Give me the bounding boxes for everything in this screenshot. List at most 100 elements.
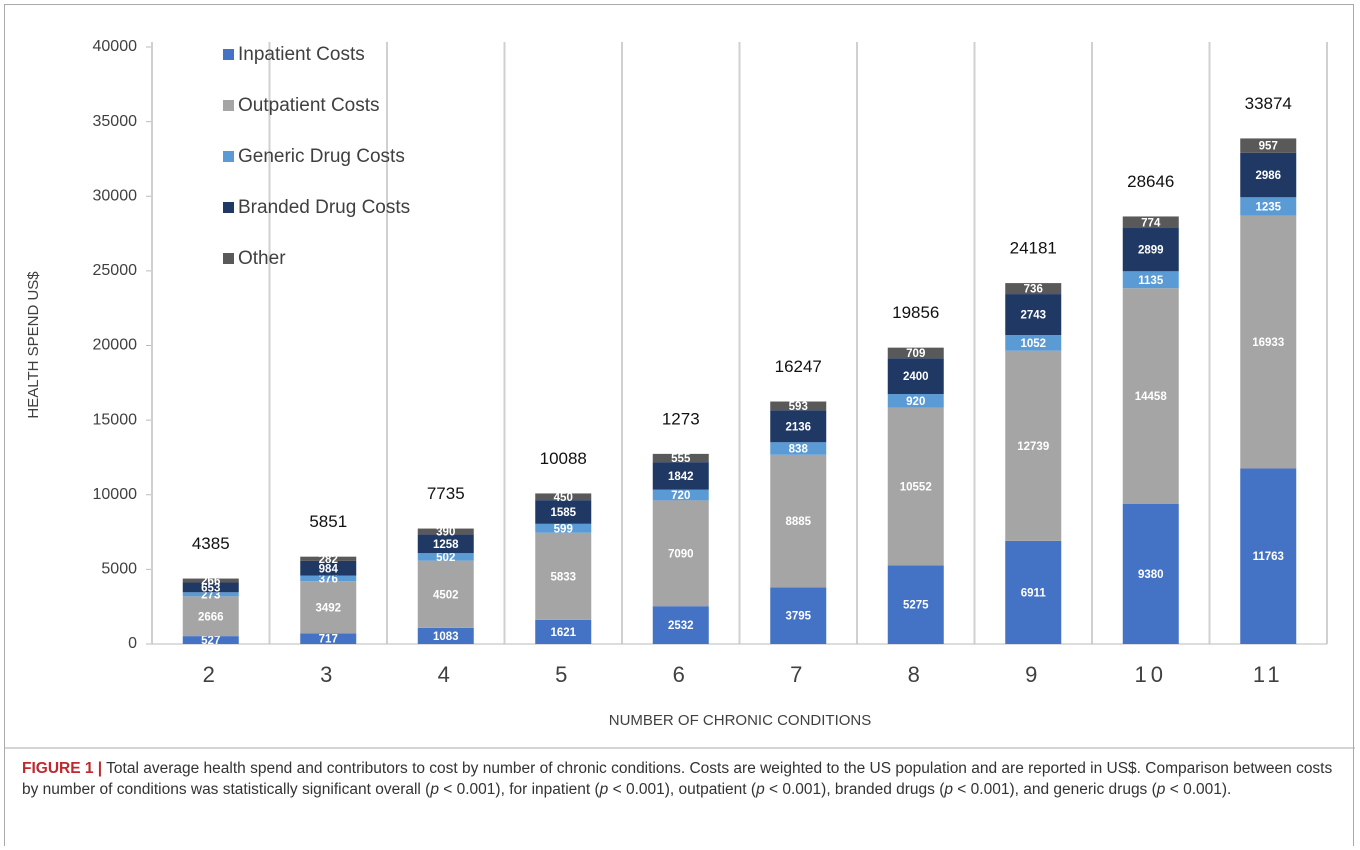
bar-segment bbox=[770, 401, 827, 411]
bar-segment bbox=[770, 442, 827, 455]
segment-label: 2666 bbox=[198, 611, 224, 623]
segment-label: 1235 bbox=[1255, 202, 1281, 214]
segment-label: 720 bbox=[671, 490, 690, 502]
y-tick-label: 5000 bbox=[101, 561, 137, 578]
bar-segment bbox=[1005, 540, 1062, 644]
bar-segment bbox=[417, 528, 474, 535]
segment-label: 1052 bbox=[1020, 338, 1046, 350]
caption-text: p bbox=[944, 781, 953, 798]
segment-label: 7090 bbox=[668, 548, 694, 560]
bar-segment bbox=[1005, 350, 1062, 541]
total-label: 5851 bbox=[309, 512, 347, 531]
segment-label: 273 bbox=[201, 589, 220, 601]
segment-label: 527 bbox=[201, 635, 220, 647]
x-tick-label: 6 bbox=[673, 662, 689, 687]
segment-label: 2743 bbox=[1020, 310, 1046, 322]
legend-label: Generic Drug Costs bbox=[238, 146, 405, 167]
segment-label: 2986 bbox=[1255, 170, 1281, 182]
bar-segment bbox=[770, 410, 827, 443]
segment-label: 376 bbox=[319, 573, 338, 585]
y-tick-label: 25000 bbox=[93, 262, 138, 279]
total-label: 1273 bbox=[662, 409, 700, 428]
bar-segment bbox=[182, 636, 239, 644]
legend-label: Other bbox=[238, 248, 286, 269]
segment-label: 774 bbox=[1141, 217, 1161, 229]
caption-text: p bbox=[1156, 781, 1166, 798]
segment-label: 14458 bbox=[1135, 391, 1168, 403]
segment-label: 3492 bbox=[315, 602, 341, 614]
segment-label: 4502 bbox=[433, 589, 459, 601]
caption-text: < 0.001), and generic drugs ( bbox=[953, 781, 1157, 798]
segment-label: 593 bbox=[789, 401, 808, 413]
x-tick-label: 3 bbox=[320, 662, 336, 687]
caption-text: p bbox=[599, 781, 609, 798]
bar-segment bbox=[300, 581, 357, 634]
total-label: 33874 bbox=[1245, 94, 1292, 113]
caption-text: < 0.001). bbox=[1165, 781, 1232, 798]
bar-segment bbox=[887, 347, 944, 359]
segment-label: 3795 bbox=[785, 611, 811, 623]
y-tick-label: 20000 bbox=[93, 337, 138, 354]
segment-label: 599 bbox=[554, 523, 573, 535]
bar-segment bbox=[182, 592, 239, 597]
total-label: 10088 bbox=[540, 449, 587, 468]
segment-label: 1585 bbox=[550, 507, 576, 519]
caption-label: FIGURE 1 | bbox=[22, 760, 103, 777]
bar-segment bbox=[652, 500, 709, 607]
bar-segment bbox=[652, 462, 709, 490]
bar-segment bbox=[1122, 504, 1179, 644]
bar-segment bbox=[652, 453, 709, 463]
segment-label: 450 bbox=[554, 492, 573, 504]
bar-segment bbox=[182, 578, 239, 583]
x-tick-label: 7 bbox=[790, 662, 806, 687]
segment-label: 6911 bbox=[1021, 587, 1047, 599]
legend-swatch bbox=[223, 151, 234, 162]
x-tick-label: 10 bbox=[1135, 662, 1167, 687]
segment-label: 16933 bbox=[1252, 337, 1284, 349]
caption-text: < 0.001), for inpatient ( bbox=[438, 781, 600, 798]
total-label: 7735 bbox=[427, 484, 465, 503]
x-tick-label: 4 bbox=[438, 662, 454, 687]
y-tick-label: 35000 bbox=[93, 113, 138, 130]
bar-segment bbox=[535, 500, 592, 524]
segment-label: 838 bbox=[789, 444, 809, 456]
bar-segment bbox=[535, 523, 592, 533]
bar-segment bbox=[417, 560, 474, 628]
legend-swatch bbox=[223, 49, 234, 60]
total-label: 4385 bbox=[192, 534, 230, 553]
bar-segment bbox=[1122, 288, 1179, 505]
bar-segment bbox=[887, 565, 944, 644]
y-tick-label: 30000 bbox=[93, 187, 138, 204]
bar-segment bbox=[1005, 283, 1062, 295]
segment-label: 11763 bbox=[1253, 551, 1284, 563]
segment-label: 957 bbox=[1259, 141, 1278, 153]
bar-segment bbox=[1240, 197, 1297, 216]
bar-segment bbox=[1240, 215, 1297, 469]
bar-segment bbox=[300, 556, 357, 561]
x-tick-label: 9 bbox=[1025, 662, 1041, 687]
bar-segment bbox=[1240, 152, 1297, 198]
caption-text: p bbox=[430, 781, 439, 798]
segment-label: 8885 bbox=[785, 516, 811, 528]
x-tick-label: 5 bbox=[555, 662, 571, 687]
segment-label: 266 bbox=[201, 576, 220, 588]
x-tick-label: 8 bbox=[908, 662, 924, 687]
bar-segment bbox=[535, 532, 592, 620]
bar-segment bbox=[417, 627, 474, 644]
total-label: 24181 bbox=[1010, 239, 1057, 258]
caption-text: p bbox=[756, 781, 765, 798]
segment-label: 282 bbox=[319, 554, 338, 566]
bar-segment bbox=[535, 493, 592, 501]
total-label: 28646 bbox=[1127, 172, 1174, 191]
segment-label: 1083 bbox=[433, 631, 459, 643]
bar-segment bbox=[300, 633, 357, 644]
bar-segment bbox=[1122, 271, 1179, 289]
segment-label: 653 bbox=[201, 582, 220, 594]
bar-segment bbox=[652, 606, 709, 644]
bar-segment bbox=[652, 489, 709, 501]
segment-label: 555 bbox=[671, 453, 691, 465]
caption: FIGURE 1 | Total average health spend an… bbox=[22, 758, 1340, 800]
segment-label: 2899 bbox=[1138, 245, 1164, 257]
x-tick-label: 11 bbox=[1253, 662, 1284, 687]
bar-segment bbox=[300, 560, 357, 576]
